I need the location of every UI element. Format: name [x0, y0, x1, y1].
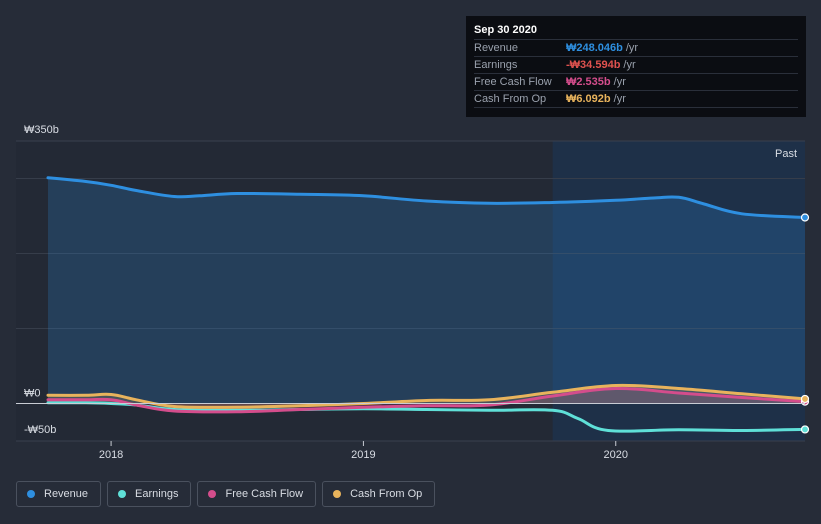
tooltip-date: Sep 30 2020	[474, 22, 798, 40]
gridlines-group	[16, 140, 805, 329]
tooltip-value: ₩6.092b	[566, 93, 611, 105]
chart-plot: Past ₩350b ₩0 -₩50b 2018 2019 2020	[16, 124, 810, 461]
tooltip-unit: /yr	[625, 42, 639, 54]
y-tick-label: ₩0	[24, 388, 41, 400]
legend-item-cash-from-op[interactable]: Cash From Op	[322, 481, 436, 507]
y-tick-label: -₩50b	[24, 424, 56, 436]
tooltip-row-earnings: Earnings -₩34.594b /yr	[474, 57, 798, 74]
series-end-point	[800, 425, 810, 434]
tooltip-value: ₩248.046b	[566, 42, 623, 54]
legend-label: Cash From Op	[350, 488, 423, 500]
axes-group	[16, 403, 805, 446]
tooltip-value: ₩2.535b	[566, 76, 611, 88]
series-line-revenue	[46, 176, 807, 219]
tooltip-label: Revenue	[474, 42, 519, 54]
series-areas-group	[48, 177, 805, 412]
series-end-point	[800, 394, 810, 404]
series-area-cash-from-op	[48, 385, 805, 408]
legend: Revenue Earnings Free Cash Flow Cash Fro…	[16, 481, 436, 507]
tooltip-row-free-cash-flow: Free Cash Flow ₩2.535b /yr	[474, 74, 798, 91]
tooltip-row-revenue: Revenue ₩248.046b /yr	[474, 40, 798, 57]
axis-labels-group: Past ₩350b ₩0 -₩50b 2018 2019 2020	[24, 124, 797, 461]
legend-item-free-cash-flow[interactable]: Free Cash Flow	[197, 481, 317, 507]
legend-label: Earnings	[135, 488, 179, 500]
tooltip-unit: /yr	[623, 59, 636, 71]
legend-item-revenue[interactable]: Revenue	[16, 481, 102, 507]
free-cash-flow-dot-icon	[208, 490, 217, 498]
tooltip-label: Cash From Op	[474, 93, 547, 105]
series-line-free-cash-flow	[46, 386, 807, 414]
revenue-dot-icon	[27, 490, 35, 498]
series-lines-group	[46, 176, 810, 434]
legend-label: Free Cash Flow	[225, 488, 304, 500]
tooltip-value: -₩34.594b	[566, 59, 621, 71]
earnings-dot-icon	[118, 490, 127, 498]
legend-label: Revenue	[44, 488, 89, 500]
tooltip-row-cash-from-op: Cash From Op ₩6.092b /yr	[474, 91, 798, 108]
series-end-point	[800, 213, 810, 222]
y-tick-label: ₩350b	[24, 124, 59, 136]
series-line-earnings	[46, 401, 807, 433]
cash-from-op-dot-icon	[333, 490, 342, 498]
past-label: Past	[775, 148, 797, 160]
series-area-revenue	[48, 177, 805, 404]
x-tick-label: 2019	[351, 449, 375, 461]
tooltip-label: Earnings	[474, 59, 518, 71]
legend-item-earnings[interactable]: Earnings	[107, 481, 192, 507]
x-tick-label: 2018	[99, 449, 123, 461]
past-region-group	[16, 141, 805, 441]
tooltip-label: Free Cash Flow	[474, 76, 552, 88]
tooltip: Sep 30 2020 Revenue ₩248.046b /yr Earnin…	[466, 16, 806, 117]
tooltip-unit: /yr	[613, 76, 626, 88]
tooltip-unit: /yr	[613, 93, 626, 105]
x-tick-label: 2020	[604, 449, 628, 461]
